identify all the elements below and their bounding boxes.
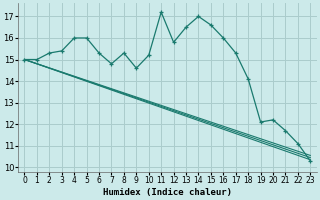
X-axis label: Humidex (Indice chaleur): Humidex (Indice chaleur) xyxy=(103,188,232,197)
